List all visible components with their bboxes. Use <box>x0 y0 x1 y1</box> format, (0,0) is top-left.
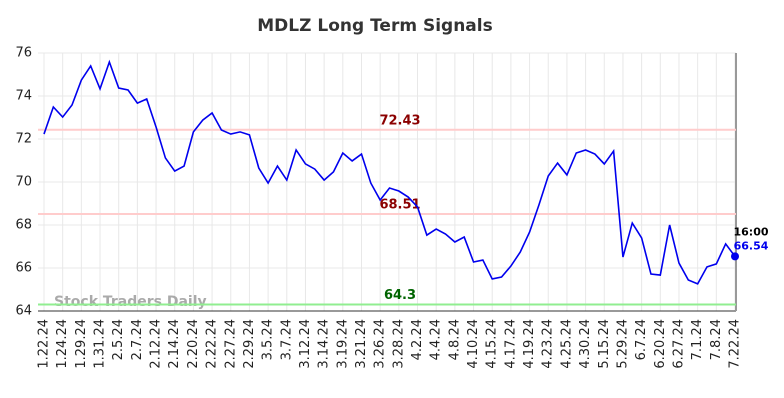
x-tick-label: 1.24.24 <box>55 319 70 369</box>
x-tick-label: 3.21.24 <box>354 319 369 369</box>
y-tick-label: 64 <box>15 304 32 319</box>
x-tick-label: 2.5.24 <box>111 319 126 360</box>
x-tick-label: 3.5.24 <box>261 319 276 360</box>
x-tick-label: 4.15.24 <box>485 319 500 369</box>
x-tick-label: 3.12.24 <box>298 319 313 369</box>
last-value: 66.54 <box>734 239 769 252</box>
x-tick-label: 3.26.24 <box>373 319 388 369</box>
x-tick-label: 4.19.24 <box>522 319 537 369</box>
x-tick-label: 1.29.24 <box>74 319 89 369</box>
x-tick-label: 2.20.24 <box>186 319 201 369</box>
x-tick-label: 2.22.24 <box>205 319 220 369</box>
x-tick-label: 5.29.24 <box>615 319 630 369</box>
x-tick-label: 2.12.24 <box>149 319 164 369</box>
last-time: 16:00 <box>733 225 768 238</box>
x-tick-label: 4.10.24 <box>466 319 481 369</box>
y-tick-label: 76 <box>15 46 32 61</box>
x-tick-label: 4.23.24 <box>541 319 556 369</box>
price-line <box>43 59 736 285</box>
x-tick-label: 6.27.24 <box>671 319 686 369</box>
x-tick-label: 4.2.24 <box>410 319 425 360</box>
x-tick-label: 2.29.24 <box>242 319 257 369</box>
last-point <box>731 252 739 261</box>
x-tick-label: 3.19.24 <box>335 319 350 369</box>
x-tick-label: 1.31.24 <box>93 319 108 369</box>
x-tick-label: 7.1.24 <box>690 319 705 360</box>
chart-title: MDLZ Long Term Signals <box>257 16 492 36</box>
y-tick-label: 70 <box>15 175 32 190</box>
x-tick-label: 6.7.24 <box>634 319 649 360</box>
x-tick-label: 4.4.24 <box>429 319 444 360</box>
reference-label: 68.51 <box>379 198 420 213</box>
x-tick-label: 4.8.24 <box>447 319 462 360</box>
x-tick-label: 2.14.24 <box>167 319 182 369</box>
reference-label: 72.43 <box>379 113 420 128</box>
x-tick-label: 4.25.24 <box>559 319 574 369</box>
x-tick-label: 4.30.24 <box>578 319 593 369</box>
x-tick-label: 3.7.24 <box>279 319 294 360</box>
y-tick-label: 68 <box>15 218 32 233</box>
x-tick-label: 7.22.24 <box>728 319 743 369</box>
x-tick-label: 3.28.24 <box>391 319 406 369</box>
x-tick-label: 6.20.24 <box>653 319 668 369</box>
y-tick-label: 74 <box>15 89 32 104</box>
y-tick-label: 66 <box>15 261 32 276</box>
x-tick-label: 3.14.24 <box>317 319 332 369</box>
watermark: Stock Traders Daily <box>54 294 207 310</box>
y-tick-label: 72 <box>15 132 32 147</box>
x-tick-label: 4.17.24 <box>503 319 518 369</box>
x-tick-label: 7.8.24 <box>709 319 724 360</box>
x-tick-label: 5.15.24 <box>597 319 612 369</box>
x-tick-label: 2.27.24 <box>223 319 238 369</box>
x-tick-label: 1.22.24 <box>37 319 52 369</box>
reference-label: 64.3 <box>384 288 416 303</box>
x-tick-label: 2.7.24 <box>130 319 145 360</box>
